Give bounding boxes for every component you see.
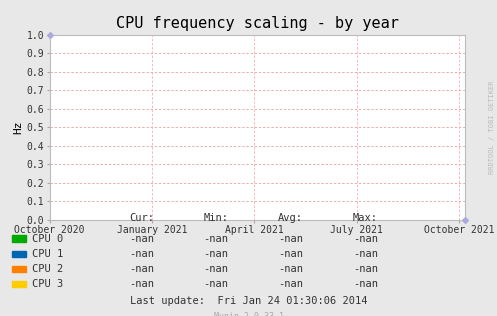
Text: -nan: -nan	[278, 264, 303, 274]
Text: -nan: -nan	[204, 234, 229, 244]
Text: -nan: -nan	[353, 264, 378, 274]
Text: -nan: -nan	[278, 234, 303, 244]
Text: -nan: -nan	[353, 279, 378, 289]
Text: RRDTOOL / TOBI OETIKER: RRDTOOL / TOBI OETIKER	[489, 81, 495, 174]
Text: -nan: -nan	[353, 249, 378, 259]
Y-axis label: Hz: Hz	[14, 120, 24, 134]
Text: CPU 2: CPU 2	[32, 264, 64, 274]
Text: -nan: -nan	[129, 264, 154, 274]
Text: CPU 3: CPU 3	[32, 279, 64, 289]
Text: Munin 2.0.33-1: Munin 2.0.33-1	[214, 312, 283, 316]
Text: Cur:: Cur:	[129, 213, 154, 223]
Text: -nan: -nan	[353, 234, 378, 244]
Text: -nan: -nan	[129, 279, 154, 289]
Text: Avg:: Avg:	[278, 213, 303, 223]
Title: CPU frequency scaling - by year: CPU frequency scaling - by year	[116, 16, 399, 31]
Text: Max:: Max:	[353, 213, 378, 223]
Text: -nan: -nan	[278, 249, 303, 259]
Text: -nan: -nan	[204, 249, 229, 259]
Text: -nan: -nan	[204, 279, 229, 289]
Text: -nan: -nan	[129, 234, 154, 244]
Text: CPU 1: CPU 1	[32, 249, 64, 259]
Text: -nan: -nan	[204, 264, 229, 274]
Text: CPU 0: CPU 0	[32, 234, 64, 244]
Text: -nan: -nan	[278, 279, 303, 289]
Text: Last update:  Fri Jan 24 01:30:06 2014: Last update: Fri Jan 24 01:30:06 2014	[130, 296, 367, 306]
Text: -nan: -nan	[129, 249, 154, 259]
Text: Min:: Min:	[204, 213, 229, 223]
